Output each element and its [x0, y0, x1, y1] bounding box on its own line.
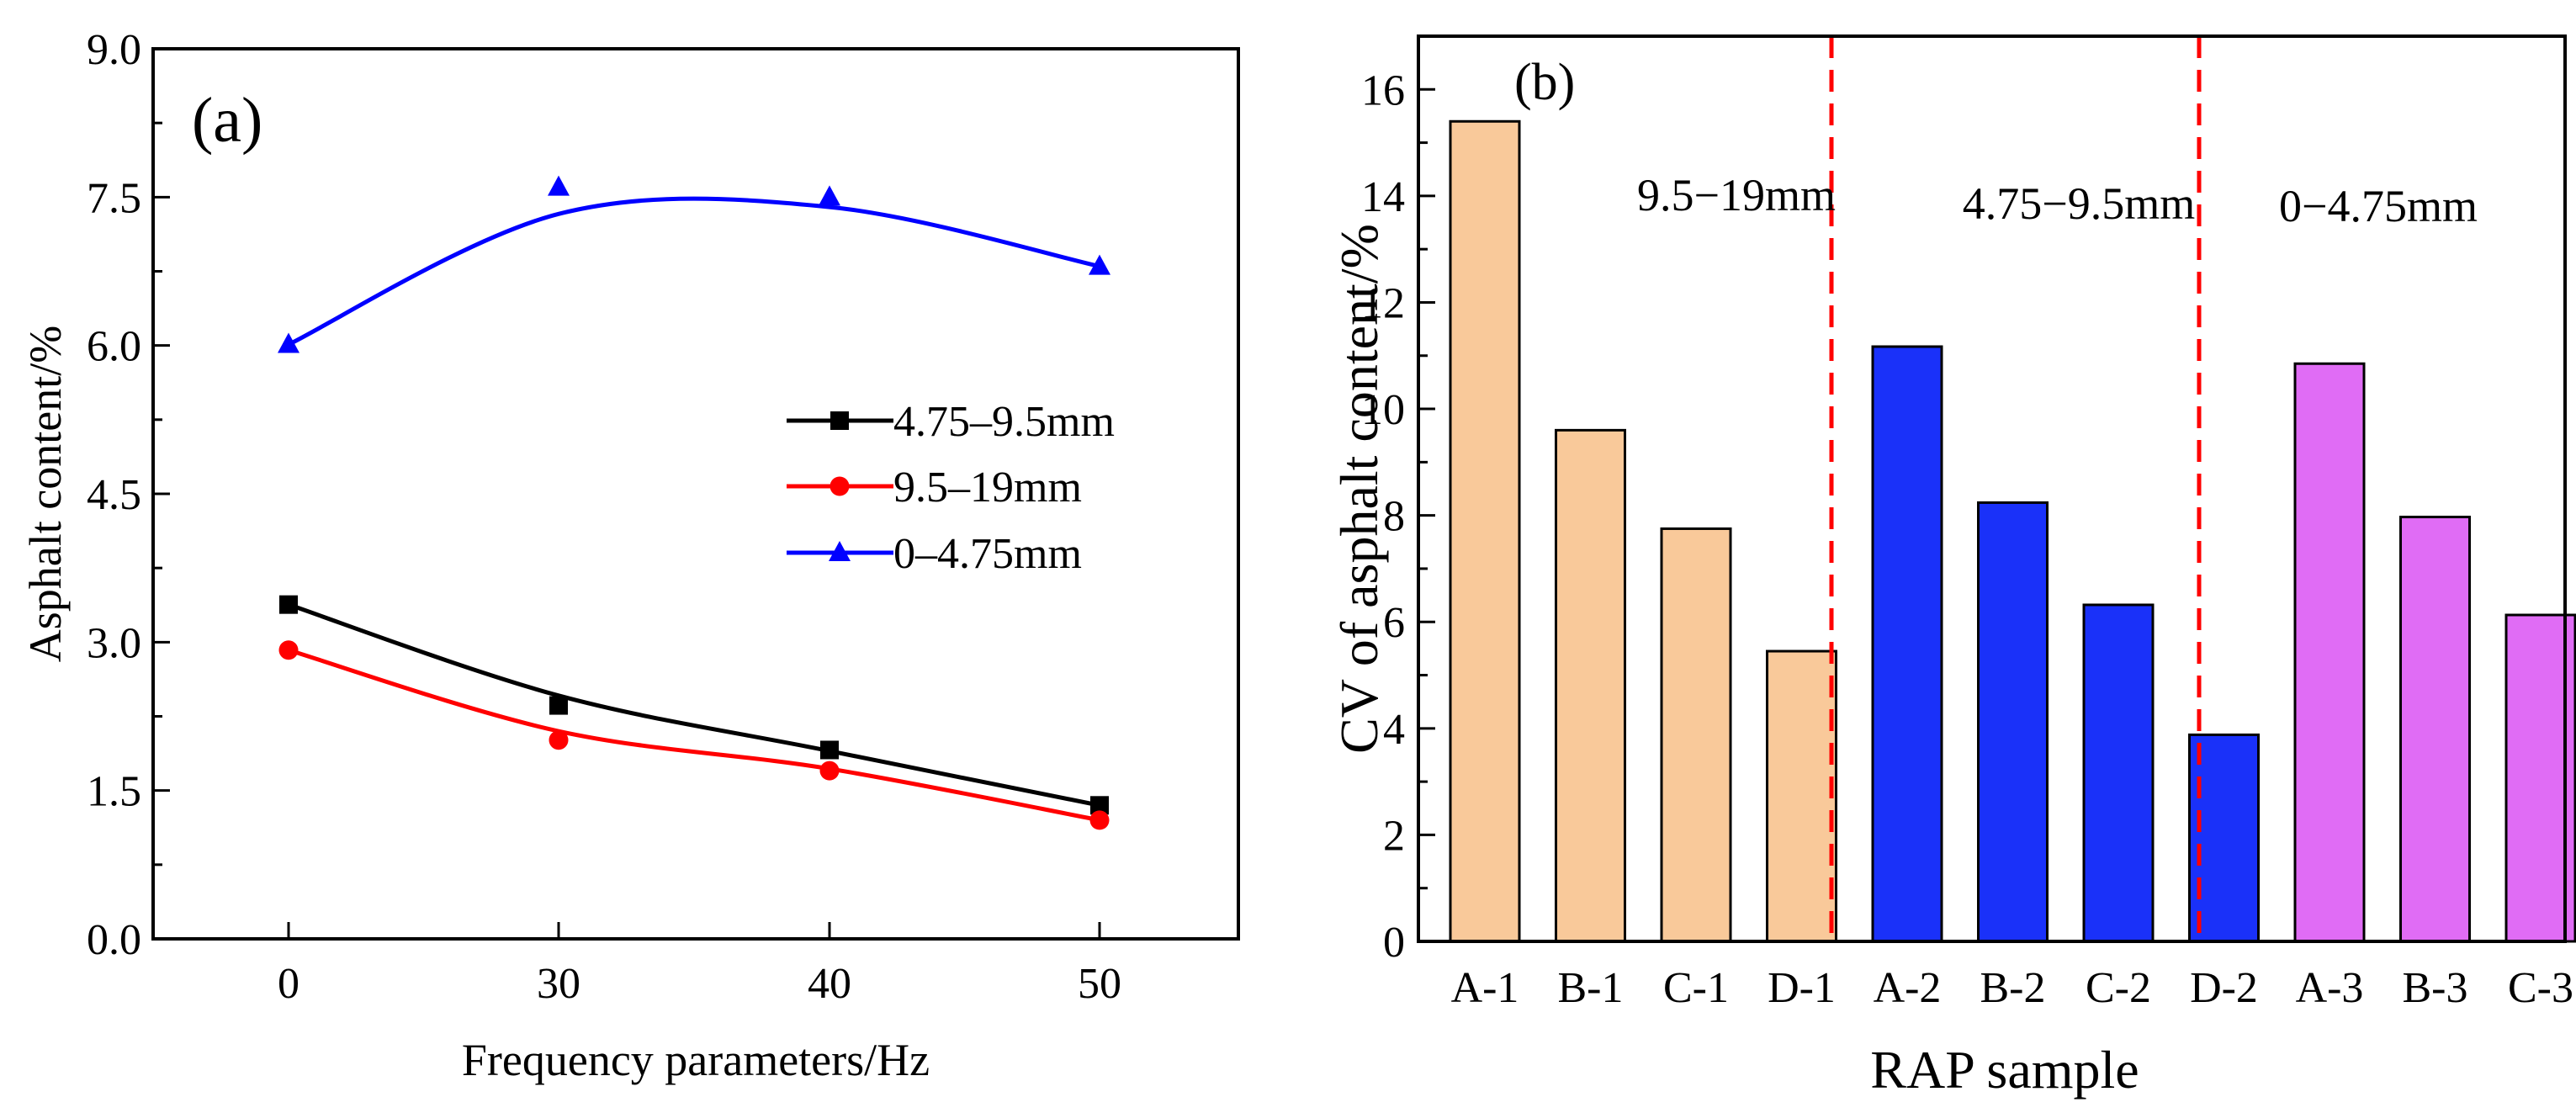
panel-a-legend-label: 0–4.75mm [893, 530, 1082, 578]
panel-a-data-point [548, 175, 570, 196]
panel-a-legend-marker [829, 541, 851, 561]
panel-b-bar-B-3 [2399, 516, 2471, 943]
panel-b-group-label: 9.5−19mm [1637, 170, 1836, 220]
panel-a-y-tick-label: 7.5 [87, 174, 141, 222]
panel-a-legend-label: 4.75–9.5mm [893, 398, 1115, 446]
panel-b-x-tick-label: C-1 [1663, 964, 1729, 1012]
panel-b-y-tick-label: 8 [1383, 493, 1405, 541]
panel-b-x-axis-label: RAP sample [1870, 1040, 2139, 1100]
panel-b-x-tick-label: A-3 [2296, 964, 2364, 1012]
panel-a-x-tick-label: 0 [278, 960, 299, 1008]
panel-b-bar-C-2 [2082, 603, 2155, 943]
panel-a-data-point [1090, 796, 1109, 815]
panel-a-fit-curve-series-1 [288, 602, 1100, 808]
panel-a-y-tick-label: 0.0 [87, 916, 141, 964]
panel-a-y-tick-label: 4.5 [87, 471, 141, 519]
panel-b-bar-B-1 [1555, 428, 1626, 943]
panel-b-group-label: 0−4.75mm [2279, 181, 2478, 231]
panel-a-fit-curve-series-3 [287, 196, 1100, 347]
panel-b-y-tick-label: 16 [1361, 66, 1405, 114]
panel-b-x-tick-label: C-2 [2086, 964, 2151, 1012]
panel-a-fit-curve-series-2 [288, 648, 1100, 823]
panel-a-x-tick-label: 50 [1078, 960, 1121, 1008]
panel-b-y-tick-label: 6 [1383, 599, 1405, 647]
panel-a-data-point [278, 332, 299, 353]
panel-a-legend-label: 9.5–19mm [893, 464, 1082, 511]
panel-a-legend-marker [830, 476, 850, 496]
panel-a-x-axis-label: Frequency parameters/Hz [462, 1035, 930, 1085]
panel-b-y-tick-label: 12 [1361, 279, 1405, 327]
panel-a-line-chart: 0.0 1.5 3.0 4.5 6.0 7.5 9.0 0 30 40 50 (a) Frequen… [20, 26, 1240, 1085]
panel-b-bar-A-3 [2293, 362, 2366, 943]
panel-a-y-tick-label: 6.0 [87, 323, 141, 371]
panel-a-data-point [819, 761, 840, 781]
panel-b-y-tick-label: 10 [1361, 386, 1405, 434]
panel-a-data-point [820, 740, 839, 760]
panel-b-x-tick-label: D-1 [1768, 964, 1836, 1012]
panel-b-bar-C-1 [1660, 527, 1732, 943]
panel-a-y-tick-label: 3.0 [87, 619, 141, 667]
panel-b-y-axis-label: CV of asphalt content/% [1329, 224, 1389, 754]
panel-b-x-tick-label: D-2 [2190, 964, 2258, 1012]
panel-b-x-tick-label: C-3 [2508, 964, 2573, 1012]
panel-a-x-tick-label: 40 [808, 960, 851, 1008]
panel-a-data-point [278, 640, 299, 660]
panel-b-bar-D-2 [2188, 733, 2260, 943]
panel-b-y-tick-label: 0 [1383, 919, 1405, 967]
panel-a-data-point [1089, 810, 1110, 830]
panel-a-data-point [819, 185, 840, 206]
panel-a-data-point [279, 595, 298, 614]
panel-a-data-point [549, 730, 569, 750]
panel-b-plot-frame [1417, 34, 2567, 943]
panel-b-bar-B-2 [1977, 501, 2049, 943]
panel-a-x-tick-label: 30 [537, 960, 580, 1008]
panel-b-label: (b) [1514, 54, 1575, 111]
panel-b-bar-D-1 [1766, 649, 1837, 943]
panel-b-bar-chart: A-1B-1C-1D-1A-2B-2C-2D-2A-3B-3C-3D-30246… [1329, 34, 2576, 1100]
panel-b-y-tick-label: 2 [1383, 812, 1405, 860]
panel-a-label: (a) [192, 85, 262, 156]
panel-a-y-tick-label: 1.5 [87, 768, 141, 816]
panel-a-y-tick-label: 9.0 [87, 26, 141, 74]
panel-a-y-axis-label: Asphalt content/% [20, 326, 71, 662]
panel-a-legend: 4.75–9.5mm 9.5–19mm 0–4.75mm [787, 398, 1115, 578]
panel-b-x-tick-label: A-1 [1451, 964, 1519, 1012]
panel-b-group-label: 4.75−9.5mm [1963, 178, 2195, 229]
panel-b-y-tick-label: 14 [1361, 173, 1405, 221]
panel-a-data-point [1089, 254, 1110, 275]
panel-b-x-tick-label: B-3 [2403, 964, 2468, 1012]
panel-b-y-tick-label: 4 [1383, 706, 1405, 754]
panel-a-data-point [549, 696, 568, 715]
panel-b-x-tick-label: B-1 [1558, 964, 1624, 1012]
panel-b-x-tick-label: B-2 [1980, 964, 2046, 1012]
panel-b-bar-A-2 [1871, 345, 1943, 943]
panel-a-legend-marker [830, 411, 849, 430]
panel-b-x-tick-label: A-2 [1874, 964, 1942, 1012]
panel-b-bar-A-1 [1449, 119, 1521, 943]
